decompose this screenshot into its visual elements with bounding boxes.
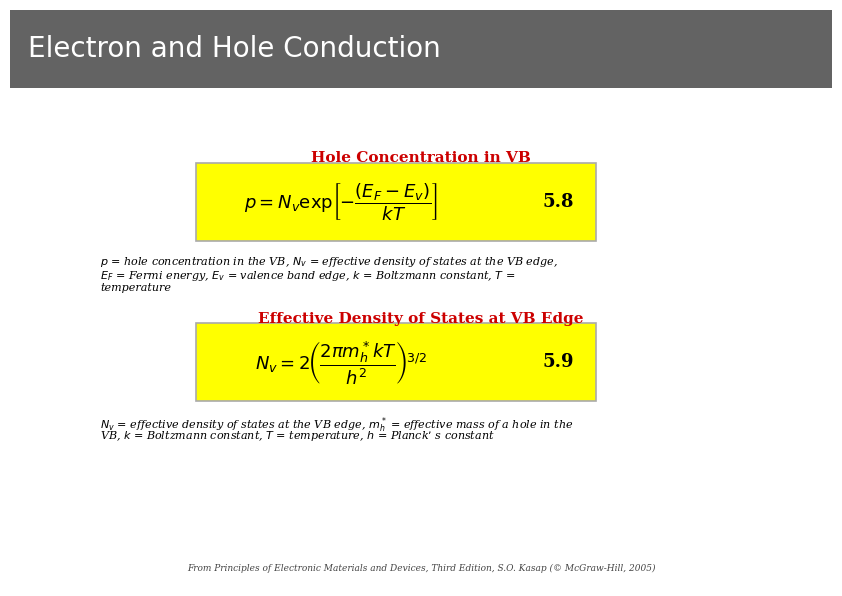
FancyBboxPatch shape xyxy=(10,10,832,88)
Text: 5.8: 5.8 xyxy=(542,193,573,211)
Text: VB, $k$ = Boltzmann constant, $T$ = temperature, $h$ = Planck’ s constant: VB, $k$ = Boltzmann constant, $T$ = temp… xyxy=(100,429,495,443)
Text: From Principles of Electronic Materials and Devices, Third Edition, S.O. Kasap (: From Principles of Electronic Materials … xyxy=(187,563,655,573)
Text: $E_F$ = Fermi energy, $E_v$ = valence band edge, $k$ = Boltzmann constant, $T$ =: $E_F$ = Fermi energy, $E_v$ = valence ba… xyxy=(100,269,515,283)
Text: $p = N_v \exp\!\left[-\dfrac{(E_F - E_v)}{kT}\right]$: $p = N_v \exp\!\left[-\dfrac{(E_F - E_v)… xyxy=(244,182,438,222)
Text: 5.9: 5.9 xyxy=(542,353,573,371)
FancyBboxPatch shape xyxy=(196,163,596,241)
Text: $N_v = 2\!\left(\dfrac{2\pi m_h^* kT}{h^2}\right)^{\!3/2}$: $N_v = 2\!\left(\dfrac{2\pi m_h^* kT}{h^… xyxy=(255,339,427,386)
Text: temperature: temperature xyxy=(100,283,171,293)
FancyBboxPatch shape xyxy=(196,323,596,401)
Text: Hole Concentration in VB: Hole Concentration in VB xyxy=(311,151,531,165)
Text: $N_v$ = effective density of states at the VB edge, $m_h^*$ = effective mass of : $N_v$ = effective density of states at t… xyxy=(100,415,573,434)
Text: $p$ = hole concentration in the VB, $N_v$ = effective density of states at the V: $p$ = hole concentration in the VB, $N_v… xyxy=(100,255,558,269)
Text: Effective Density of States at VB Edge: Effective Density of States at VB Edge xyxy=(258,312,584,326)
Text: Electron and Hole Conduction: Electron and Hole Conduction xyxy=(28,35,440,63)
